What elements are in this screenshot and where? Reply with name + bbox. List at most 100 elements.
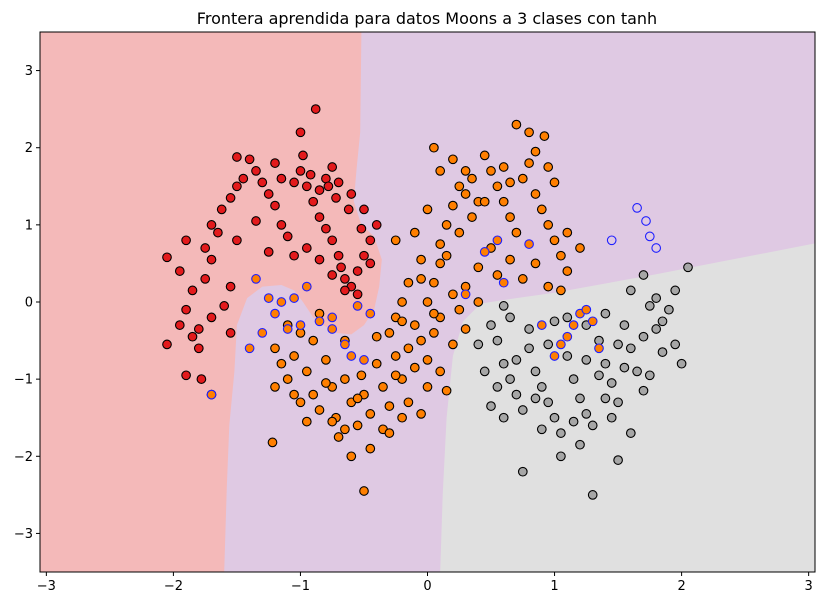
data-point-class-1 <box>435 166 446 176</box>
data-point-misclassified <box>587 316 598 327</box>
data-point-class-1 <box>422 355 433 365</box>
data-point-class-2 <box>517 466 528 477</box>
data-point-class-0 <box>282 231 293 242</box>
data-point-class-1 <box>498 162 509 172</box>
data-point-class-1 <box>270 343 280 354</box>
data-point-class-1 <box>536 204 547 215</box>
data-point-class-0 <box>352 266 363 276</box>
data-point-class-2 <box>473 339 484 350</box>
data-point-class-2 <box>562 351 573 361</box>
data-point-class-2 <box>530 393 541 404</box>
data-point-class-2 <box>638 331 649 342</box>
data-point-class-1 <box>511 119 522 130</box>
data-point-class-1 <box>397 316 407 327</box>
data-point-class-1 <box>333 432 344 442</box>
data-point-class-1 <box>556 285 566 296</box>
data-point-class-1 <box>448 339 458 350</box>
data-point-class-1 <box>409 320 420 330</box>
data-point-misclassified <box>276 297 287 307</box>
data-point-class-1 <box>422 382 433 392</box>
data-point-class-0 <box>310 104 321 114</box>
x-tick-label: 0 <box>423 579 431 594</box>
data-point-misclassified <box>270 308 280 319</box>
data-point-class-0 <box>340 274 350 284</box>
data-point-class-0 <box>276 220 287 230</box>
data-point-class-1 <box>409 227 420 238</box>
data-point-class-1 <box>416 409 426 419</box>
data-point-misclassified <box>301 281 312 292</box>
data-point-class-1 <box>454 304 465 315</box>
data-point-class-0 <box>346 189 357 199</box>
data-point-class-2 <box>625 285 636 296</box>
data-point-misclassified <box>479 247 490 257</box>
data-point-class-0 <box>196 374 207 384</box>
data-point-class-1 <box>340 374 350 384</box>
data-point-class-1 <box>429 277 439 288</box>
data-point-class-2 <box>486 320 496 330</box>
data-point-class-0 <box>289 250 299 261</box>
data-point-class-1 <box>505 212 515 222</box>
data-point-misclassified <box>263 293 274 303</box>
data-point-class-2 <box>619 362 630 373</box>
data-point-misclassified <box>251 274 261 284</box>
data-point-class-2 <box>556 428 566 438</box>
data-point-class-0 <box>314 212 325 222</box>
data-point-class-2 <box>644 370 655 381</box>
data-point-misclassified <box>282 324 293 334</box>
data-point-class-1 <box>289 389 299 400</box>
data-point-misclassified <box>498 277 509 288</box>
y-tick-label: 3 <box>25 64 33 79</box>
data-point-misclassified <box>206 389 217 400</box>
data-point-misclassified <box>556 339 566 350</box>
data-point-class-1 <box>562 227 573 238</box>
data-point-class-0 <box>276 173 287 184</box>
data-point-class-2 <box>505 374 515 384</box>
data-point-class-2 <box>670 285 681 296</box>
data-point-class-2 <box>644 301 655 311</box>
data-point-class-2 <box>517 405 528 415</box>
data-point-class-2 <box>606 412 617 423</box>
data-point-class-0 <box>193 343 204 354</box>
data-point-misclassified <box>340 339 350 350</box>
data-point-class-0 <box>359 250 369 261</box>
data-point-class-2 <box>556 451 566 462</box>
data-point-class-0 <box>359 204 369 215</box>
data-point-class-1 <box>282 374 293 384</box>
data-point-class-0 <box>295 166 306 176</box>
data-point-class-0 <box>244 154 255 165</box>
data-point-class-2 <box>587 490 598 500</box>
data-point-class-2 <box>536 382 547 392</box>
data-point-class-2 <box>543 397 554 408</box>
data-point-class-1 <box>454 181 465 192</box>
data-point-class-1 <box>549 177 560 188</box>
y-tick-label: −3 <box>14 527 33 542</box>
data-point-class-0 <box>365 258 376 269</box>
x-tick-label: −3 <box>37 579 56 594</box>
data-point-class-2 <box>594 370 604 381</box>
data-point-class-2 <box>613 397 623 408</box>
data-point-class-0 <box>263 247 274 257</box>
data-point-class-0 <box>333 177 344 188</box>
plot-frame <box>39 31 816 573</box>
data-point-class-2 <box>651 293 662 303</box>
data-point-class-1 <box>539 131 550 141</box>
data-point-class-0 <box>323 181 334 192</box>
y-tick-label: −1 <box>14 373 33 388</box>
data-point-class-0 <box>333 250 344 261</box>
data-point-class-0 <box>174 320 185 330</box>
data-point-class-0 <box>162 339 172 350</box>
data-point-class-2 <box>524 324 534 334</box>
data-point-class-1 <box>416 274 426 284</box>
data-point-class-1 <box>384 401 395 411</box>
data-point-class-1 <box>365 409 376 419</box>
data-point-class-2 <box>638 385 649 396</box>
data-point-class-2 <box>530 366 541 377</box>
data-point-class-1 <box>416 254 426 265</box>
data-point-class-0 <box>327 162 338 172</box>
data-point-class-0 <box>365 235 376 246</box>
data-point-class-1 <box>308 335 319 346</box>
data-point-class-1 <box>530 258 541 269</box>
data-point-class-1 <box>429 142 439 153</box>
data-point-class-1 <box>371 358 382 369</box>
